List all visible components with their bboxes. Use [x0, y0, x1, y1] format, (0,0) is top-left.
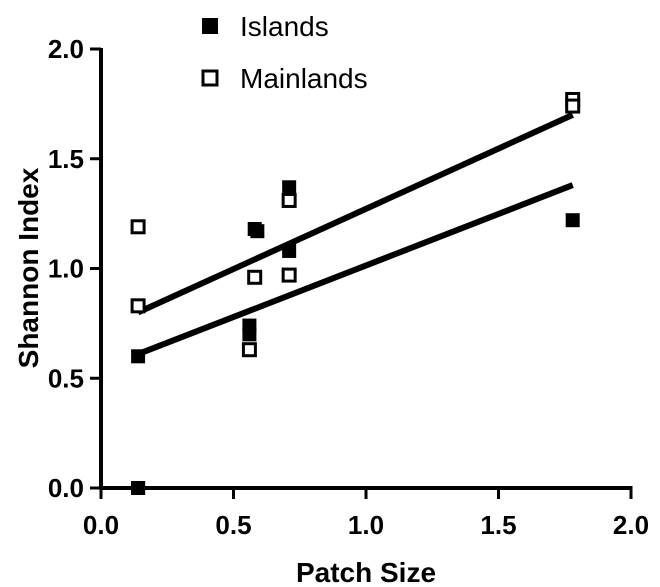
- point-mainlands: [281, 192, 297, 208]
- axes: 0.0 0.5 1.0 1.5 2.0 0.0 0.5 1.0 1.5 2.0: [48, 34, 649, 540]
- fit-line-mainlands: [136, 112, 574, 316]
- y-tick-label: 2.0: [48, 34, 84, 64]
- point-mainlands: [241, 342, 257, 358]
- point-mainlands: [130, 298, 146, 314]
- x-tick-label: 0.0: [83, 510, 119, 540]
- x-tick-label: 1.5: [480, 510, 516, 540]
- legend-marker-mainlands: [201, 69, 219, 87]
- y-tick-label: 0.0: [48, 473, 84, 503]
- point-mainlands: [130, 219, 146, 235]
- legend-marker-islands: [202, 18, 218, 34]
- legend-label-islands: Islands: [240, 11, 329, 42]
- fit-line-islands: [137, 182, 574, 357]
- legend: Islands Mainlands: [201, 11, 368, 94]
- fit-lines: [136, 112, 574, 357]
- point-islands: [242, 327, 257, 342]
- point-islands: [282, 243, 297, 258]
- data-points: [130, 91, 581, 495]
- point-mainlands: [565, 98, 581, 114]
- y-tick-label: 1.5: [48, 144, 84, 174]
- point-islands: [131, 481, 146, 495]
- legend-label-mainlands: Mainlands: [240, 63, 368, 94]
- point-mainlands: [281, 267, 297, 283]
- y-axis-title: Shannon Index: [13, 167, 44, 368]
- x-tick-label: 0.5: [215, 510, 251, 540]
- point-mainlands: [247, 269, 263, 285]
- point-islands: [131, 349, 146, 364]
- x-axis-title: Patch Size: [296, 557, 436, 587]
- point-islands: [282, 180, 297, 195]
- y-tick-label: 0.5: [48, 363, 84, 393]
- x-tick-label: 2.0: [613, 510, 649, 540]
- point-islands: [250, 224, 265, 239]
- x-tick-label: 1.0: [348, 510, 384, 540]
- point-islands: [565, 213, 580, 228]
- y-tick-label: 1.0: [48, 254, 84, 284]
